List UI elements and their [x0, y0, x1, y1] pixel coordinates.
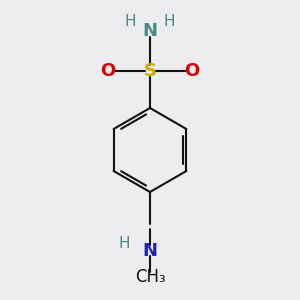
Text: O: O [100, 61, 116, 80]
Text: N: N [142, 242, 158, 260]
Text: N: N [142, 22, 158, 40]
Text: O: O [184, 61, 200, 80]
Text: H: H [164, 14, 175, 28]
Text: CH₃: CH₃ [135, 268, 165, 286]
Text: H: H [119, 236, 130, 250]
Text: S: S [143, 61, 157, 80]
Text: H: H [125, 14, 136, 28]
